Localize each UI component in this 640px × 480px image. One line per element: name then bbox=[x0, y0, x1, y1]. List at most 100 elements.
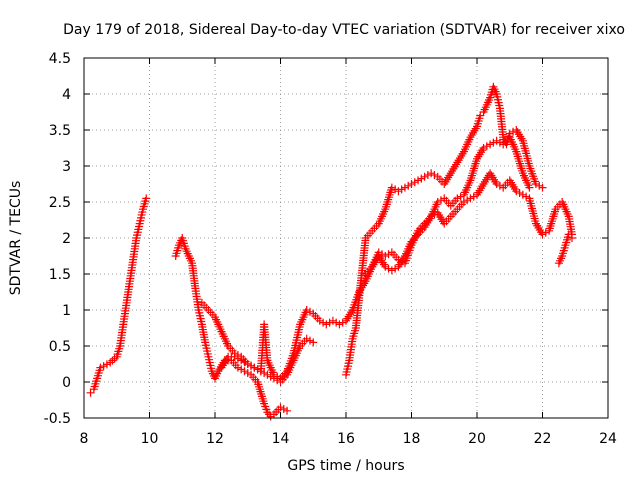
data-point bbox=[335, 320, 344, 329]
x-tick-labels: 8 10 12 14 16 18 20 22 24 bbox=[80, 431, 617, 447]
y-tick-label: 3.5 bbox=[49, 123, 71, 139]
data-point bbox=[463, 196, 472, 205]
y-tick-label: 3 bbox=[62, 159, 71, 175]
data-point bbox=[397, 185, 406, 194]
data-point bbox=[407, 180, 416, 188]
data-point bbox=[240, 367, 249, 376]
x-tick-label: 20 bbox=[468, 431, 486, 447]
data-point bbox=[410, 178, 419, 187]
data-point bbox=[430, 171, 439, 179]
data-point bbox=[492, 180, 501, 188]
data-point bbox=[240, 358, 249, 367]
data-point bbox=[541, 228, 550, 237]
data-point bbox=[476, 111, 485, 120]
data-point bbox=[279, 405, 288, 413]
data-point bbox=[414, 176, 423, 185]
data-point bbox=[305, 307, 314, 316]
data-point bbox=[309, 338, 318, 347]
y-tick-labels: -0.5 0 0.5 1 1.5 2 2.5 3 3.5 4 4.5 bbox=[44, 51, 71, 427]
plot-frame bbox=[83, 57, 609, 419]
data-point bbox=[482, 142, 491, 151]
data-point bbox=[512, 187, 521, 196]
data-point bbox=[404, 181, 413, 190]
data-point bbox=[400, 183, 409, 192]
x-axis-label: GPS time / hours bbox=[287, 458, 404, 474]
data-point bbox=[387, 266, 396, 275]
x-tick-label: 12 bbox=[206, 431, 224, 447]
data-point bbox=[305, 336, 314, 345]
x-tick-label: 8 bbox=[80, 431, 89, 447]
data-point bbox=[102, 360, 111, 369]
data-point bbox=[394, 187, 403, 196]
data-point bbox=[247, 361, 256, 370]
data-point bbox=[515, 189, 524, 197]
y-tick-label: 4 bbox=[62, 87, 71, 103]
data-point bbox=[538, 230, 547, 239]
data-point bbox=[237, 365, 246, 374]
data-point bbox=[456, 192, 465, 201]
data-point bbox=[538, 183, 547, 192]
y-tick-label: 0.5 bbox=[49, 339, 71, 355]
y-tick-label: 1 bbox=[62, 303, 71, 319]
data-point bbox=[96, 363, 105, 372]
y-tick-label: 4.5 bbox=[49, 51, 71, 67]
data-point bbox=[391, 264, 400, 273]
data-point bbox=[233, 354, 242, 363]
data-point bbox=[479, 144, 488, 152]
data-point bbox=[387, 183, 396, 192]
data-point bbox=[466, 194, 475, 203]
data-point bbox=[302, 334, 311, 343]
data-point bbox=[253, 365, 262, 374]
data-point bbox=[250, 363, 259, 372]
data-point bbox=[522, 192, 531, 201]
data-point bbox=[531, 180, 540, 188]
data-point bbox=[338, 318, 347, 327]
x-tick-label: 18 bbox=[403, 431, 421, 447]
data-point bbox=[381, 262, 390, 271]
y-tick-label: 1.5 bbox=[49, 267, 71, 283]
data-point bbox=[243, 369, 252, 377]
chart-title: Day 179 of 2018, Sidereal Day-to-day VTE… bbox=[63, 22, 625, 38]
data-point bbox=[420, 172, 429, 181]
data-point bbox=[459, 198, 468, 206]
data-points bbox=[86, 82, 576, 421]
data-point bbox=[276, 403, 285, 412]
data-point bbox=[86, 388, 95, 397]
data-point bbox=[142, 194, 151, 203]
data-point bbox=[108, 356, 117, 365]
data-point bbox=[525, 183, 534, 192]
y-tick-label: 2 bbox=[62, 231, 71, 247]
data-point bbox=[433, 198, 442, 206]
data-point bbox=[260, 369, 269, 377]
data-point bbox=[518, 190, 527, 199]
x-tick-label: 22 bbox=[534, 431, 552, 447]
data-point bbox=[237, 356, 246, 365]
data-point bbox=[427, 169, 436, 178]
data-point bbox=[322, 320, 331, 329]
data-point bbox=[233, 363, 242, 372]
y-axis-label: SDTVAR / TECUs bbox=[8, 181, 24, 296]
x-tick-label: 16 bbox=[337, 431, 355, 447]
data-point bbox=[492, 136, 501, 145]
data-point bbox=[567, 234, 576, 242]
data-point bbox=[564, 230, 573, 239]
grid-lines bbox=[84, 58, 608, 418]
x-tick-label: 24 bbox=[599, 431, 617, 447]
data-point bbox=[417, 174, 426, 183]
data-point bbox=[328, 316, 337, 325]
data-point bbox=[535, 181, 544, 190]
y-tick-label: 2.5 bbox=[49, 195, 71, 211]
data-point bbox=[453, 194, 462, 203]
data-point bbox=[486, 140, 495, 149]
data-point bbox=[243, 360, 252, 368]
x-tick-label: 10 bbox=[141, 431, 159, 447]
y-tick-label: -0.5 bbox=[44, 411, 71, 427]
data-point bbox=[269, 370, 278, 379]
data-point bbox=[302, 306, 311, 314]
x-tick-label: 14 bbox=[272, 431, 290, 447]
data-point bbox=[99, 362, 108, 371]
y-tick-label: 0 bbox=[62, 375, 71, 391]
data-point bbox=[283, 406, 292, 415]
data-point bbox=[315, 316, 324, 325]
